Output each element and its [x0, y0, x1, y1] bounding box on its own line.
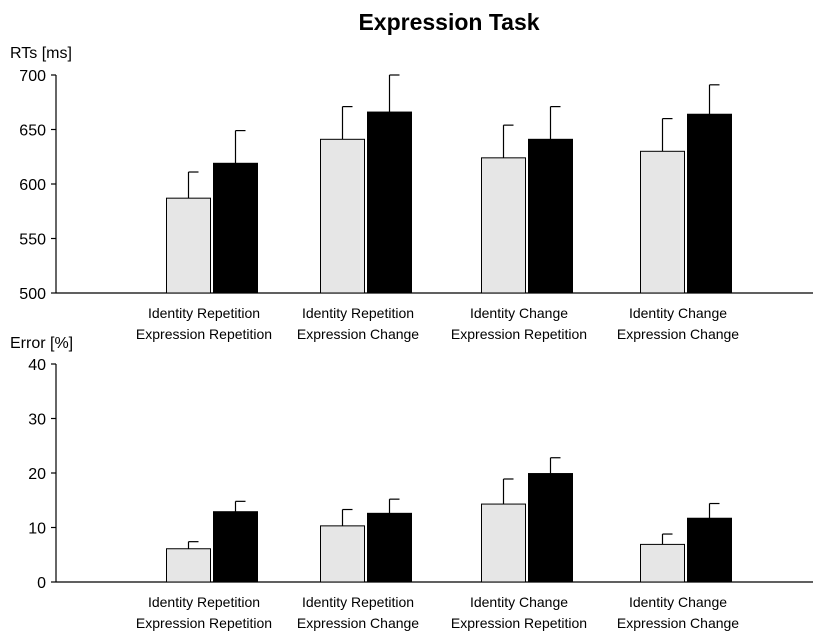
category-label: Expression Repetition [136, 615, 272, 631]
category-label: Identity Change [629, 594, 727, 610]
y-tick-label: 550 [19, 232, 46, 249]
bar [528, 138, 573, 294]
chart-title: Expression Task [358, 9, 539, 35]
category-label: Expression Change [617, 615, 739, 631]
category-label: Identity Repetition [302, 594, 414, 610]
y-axis-label: RTs [ms] [10, 45, 72, 62]
y-tick-label: 650 [19, 123, 46, 140]
bar [687, 113, 732, 294]
category-label: Identity Change [629, 305, 727, 321]
bar [166, 548, 211, 583]
error-chart: Error [%] 0 10 20 30 40 Identity Repetition Exp… [10, 335, 813, 631]
y-tick-label: 10 [28, 521, 46, 538]
category-label: Identity Repetition [148, 594, 260, 610]
y-axis-label: Error [%] [10, 335, 73, 352]
category-label: Identity Change [470, 305, 568, 321]
bar [320, 525, 365, 583]
y-tick-label: 40 [28, 357, 46, 374]
category-label: Expression Change [297, 615, 419, 631]
bar [640, 150, 685, 294]
bar [320, 138, 365, 294]
category-label: Expression Change [297, 326, 419, 342]
category-label: Expression Repetition [451, 615, 587, 631]
bar [481, 157, 526, 294]
category-label: Identity Repetition [148, 305, 260, 321]
category-label: Identity Change [470, 594, 568, 610]
y-tick-label: 600 [19, 177, 46, 194]
bar [640, 543, 685, 583]
bar [367, 111, 412, 294]
y-tick-label: 700 [19, 68, 46, 85]
category-label: Identity Repetition [302, 305, 414, 321]
bar [213, 162, 258, 294]
bar [213, 511, 258, 583]
category-label: Expression Repetition [136, 326, 272, 342]
bar [481, 503, 526, 583]
y-tick-label: 30 [28, 412, 46, 429]
bar [528, 473, 573, 583]
y-tick-label: 0 [37, 575, 46, 592]
bar [687, 517, 732, 583]
bar [367, 512, 412, 583]
bar [166, 197, 211, 294]
y-tick-label: 20 [28, 466, 46, 483]
y-tick-label: 500 [19, 286, 46, 303]
category-label: Expression Change [617, 326, 739, 342]
category-label: Expression Repetition [451, 326, 587, 342]
rt-chart: RTs [ms] 500 550 600 650 700 Identity Repetiti… [10, 45, 813, 342]
